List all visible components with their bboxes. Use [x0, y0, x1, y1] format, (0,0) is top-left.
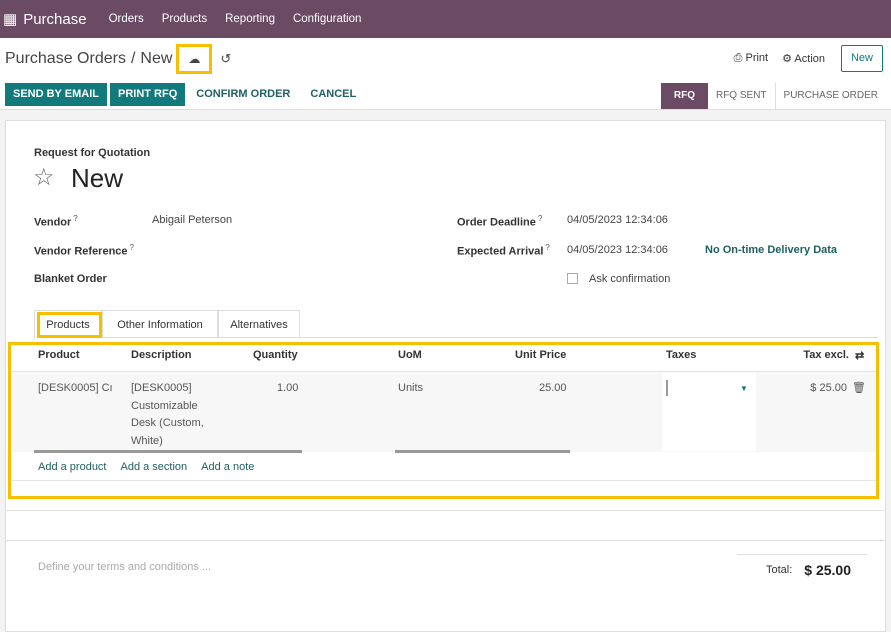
- new-button[interactable]: New: [841, 45, 883, 72]
- col-description[interactable]: Description: [131, 349, 192, 361]
- breadcrumb-parent[interactable]: Purchase Orders: [5, 50, 126, 67]
- ask-confirmation-label: Ask confirmation: [589, 273, 671, 285]
- delivery-data-link[interactable]: No On-time Delivery Data: [705, 244, 838, 256]
- cell-unit-price[interactable]: 25.00: [539, 382, 567, 394]
- tab-alternatives[interactable]: Alternatives: [218, 310, 300, 338]
- tabs-divider: [34, 337, 878, 338]
- favorite-star-icon[interactable]: ☆: [33, 164, 55, 191]
- expected-arrival-help[interactable]: ?: [545, 243, 550, 252]
- menu-products[interactable]: Products: [161, 13, 208, 25]
- cell-product[interactable]: [DESK0005] Cı: [38, 382, 112, 394]
- add-product-link[interactable]: Add a product: [38, 461, 107, 473]
- vendor-reference-help[interactable]: ?: [129, 243, 134, 252]
- menu-orders[interactable]: Orders: [108, 13, 144, 25]
- expected-arrival-label: Expected Arrival: [457, 245, 544, 258]
- blanket-order-label: Blanket Order: [34, 273, 107, 285]
- col-tax-excl[interactable]: Tax excl.: [803, 349, 849, 361]
- order-deadline-field[interactable]: 04/05/2023 12:34:06: [567, 214, 668, 226]
- cancel-button[interactable]: CANCEL: [310, 88, 357, 100]
- print-rfq-button[interactable]: PRINT RFQ: [109, 83, 186, 106]
- col-uom[interactable]: UoM: [398, 349, 422, 361]
- expected-arrival-field[interactable]: 04/05/2023 12:34:06: [567, 244, 668, 256]
- ask-confirmation-checkbox[interactable]: [567, 273, 578, 284]
- stage-rfq-sent[interactable]: RFQ SENT: [708, 83, 776, 109]
- menu-configuration[interactable]: Configuration: [292, 13, 362, 25]
- cell-description[interactable]: [DESK0005] Customizable Desk (Custom, Wh…: [131, 382, 204, 447]
- record-title: New: [71, 163, 124, 193]
- cell-quantity[interactable]: 1.00: [277, 382, 299, 394]
- discard-icon[interactable]: ↺: [220, 51, 232, 66]
- add-note-link[interactable]: Add a note: [201, 461, 255, 473]
- stage-purchase-order[interactable]: PURCHASE ORDER: [783, 90, 878, 101]
- breadcrumb-current: New: [140, 50, 173, 67]
- add-section-link[interactable]: Add a section: [120, 461, 188, 473]
- cell-uom[interactable]: Units: [398, 382, 424, 394]
- status-bar: RFQ RFQ SENT PURCHASE ORDER: [660, 83, 886, 109]
- taxes-dropdown-icon[interactable]: ▼: [740, 384, 748, 393]
- confirm-order-button[interactable]: CONFIRM ORDER: [196, 88, 291, 100]
- action-button[interactable]: ⚙ Action: [782, 53, 825, 65]
- col-quantity[interactable]: Quantity: [253, 349, 298, 361]
- app-name[interactable]: Purchase: [23, 10, 87, 28]
- delete-row-icon[interactable]: 🗑: [852, 382, 866, 394]
- vendor-field[interactable]: Abigail Peterson: [152, 214, 233, 226]
- col-unit-price[interactable]: Unit Price: [515, 349, 567, 361]
- gear-icon: ⚙: [782, 53, 795, 65]
- top-navbar: ▦ Purchase Orders Products Reporting Con…: [0, 0, 891, 38]
- terms-input[interactable]: Define your terms and conditions ...: [38, 561, 212, 573]
- col-product[interactable]: Product: [38, 349, 80, 361]
- vendor-help[interactable]: ?: [73, 214, 78, 223]
- total-value: $ 25.00: [804, 562, 851, 578]
- stage-rfq[interactable]: RFQ: [660, 83, 708, 109]
- breadcrumb-separator: /: [130, 50, 136, 67]
- print-button[interactable]: ⎙ Print: [733, 52, 769, 64]
- apps-menu-icon[interactable]: ▦: [3, 11, 18, 28]
- total-label: Total:: [765, 564, 793, 576]
- control-panel: Purchase Orders / New ☁ ↺ ⎙ Print ⚙ Acti…: [0, 38, 891, 110]
- tab-other-information[interactable]: Other Information: [102, 310, 218, 338]
- order-deadline-help[interactable]: ?: [537, 214, 543, 223]
- order-deadline-label: Order Deadline: [457, 216, 536, 229]
- col-taxes[interactable]: Taxes: [666, 349, 697, 361]
- cell-subtotal: $ 25.00: [810, 382, 847, 394]
- vendor-label: Vendor: [34, 216, 72, 229]
- save-cloud-icon[interactable]: ☁: [176, 44, 213, 74]
- vendor-reference-label: Vendor Reference: [34, 245, 128, 258]
- menu-reporting[interactable]: Reporting: [225, 13, 275, 25]
- print-icon: ⎙: [733, 52, 746, 64]
- optional-columns-icon[interactable]: ⇄: [855, 350, 865, 362]
- breadcrumb: Purchase Orders / New ☁ ↺: [5, 44, 232, 74]
- send-by-email-button[interactable]: SEND BY EMAIL: [5, 83, 107, 106]
- cell-taxes[interactable]: [666, 380, 736, 396]
- form-subtitle: Request for Quotation: [34, 147, 151, 159]
